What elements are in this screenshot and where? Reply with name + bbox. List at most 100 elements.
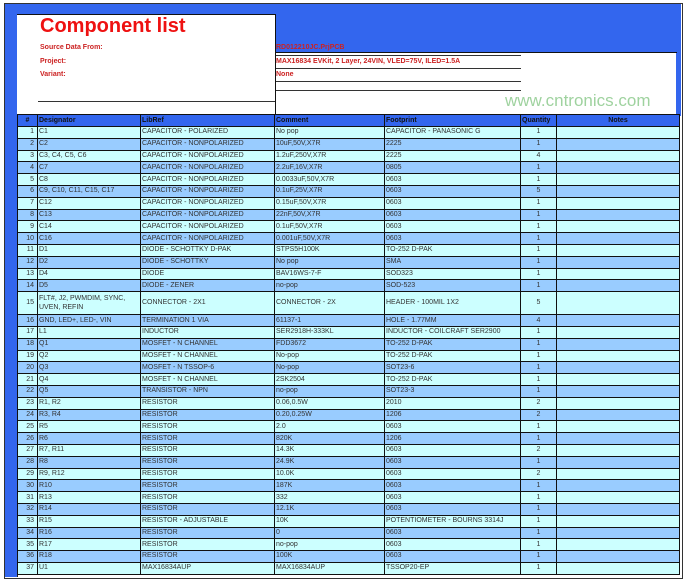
cell-designator: Q2: [37, 349, 141, 363]
column-header-notes: Notes: [556, 114, 680, 127]
cell-designator: R14: [37, 502, 141, 516]
cell-footprint: 0603: [384, 184, 521, 198]
cell-notes: [556, 373, 680, 386]
cell-notes: [556, 149, 680, 163]
cell-notes: [556, 502, 680, 516]
cell-comment: No-pop: [274, 361, 385, 375]
cell-notes: [556, 173, 680, 186]
table-row: 9 C14 CAPACITOR - NONPOLARIZED 0.1uF,50V,X7…: [17, 220, 680, 234]
cell-comment: 61137-1: [274, 314, 385, 327]
cell-notes: [556, 561, 680, 575]
cell-quantity: 1: [520, 349, 557, 363]
cell-footprint: SMA: [384, 255, 521, 269]
cell-designator: D1: [37, 243, 141, 257]
cell-comment: No pop: [274, 126, 385, 139]
cell-notes: [556, 243, 680, 257]
table-row: 28 R8 RESISTOR 24.9K 0603 1: [17, 455, 680, 469]
cell-designator: L1: [37, 325, 141, 339]
table-row: 32 R14 RESISTOR 12.1K 0603 1: [17, 502, 680, 516]
cell-notes: [556, 232, 680, 245]
cell-footprint: TO-252 D-PAK: [384, 373, 521, 386]
cell-libref: RESISTOR: [140, 408, 275, 422]
cell-designator: C9, C10, C11, C15, C17: [37, 184, 141, 198]
cell-libref: RESISTOR - ADJUSTABLE: [140, 514, 275, 528]
table-row: 5 C8 CAPACITOR - NONPOLARIZED 0.0033uF,50V,…: [17, 173, 680, 186]
variant-label: Variant:: [40, 71, 66, 78]
column-header-index: #: [17, 114, 38, 127]
cell-libref: RESISTOR: [140, 479, 275, 493]
cell-designator: R18: [37, 550, 141, 563]
table-row: 18 Q1 MOSFET - N CHANNEL FDD3672 TO-252 D-PA…: [17, 337, 680, 351]
cell-quantity: 1: [520, 255, 557, 269]
cell-notes: [556, 491, 680, 504]
cell-libref: RESISTOR: [140, 443, 275, 457]
table-row: 8 C13 CAPACITOR - NONPOLARIZED 22nF,50V,X7R…: [17, 208, 680, 222]
cell-quantity: 5: [520, 184, 557, 198]
cell-quantity: 1: [520, 325, 557, 339]
cell-comment: 187K: [274, 479, 385, 493]
cell-footprint: 0603: [384, 443, 521, 457]
table-row: 15 FLT#, J2, PWMDIM, SYNC, UVEN, REFIN CON…: [17, 291, 680, 316]
table-row: 6 C9, C10, C11, C15, C17 CAPACITOR - NONPO…: [17, 184, 680, 198]
cell-quantity: 1: [520, 479, 557, 493]
cell-libref: TRANSISTOR - NPN: [140, 384, 275, 398]
cell-comment: 0.1uF,25V,X7R: [274, 184, 385, 198]
table-row: 34 R16 RESISTOR 0 0603 1: [17, 526, 680, 540]
cell-footprint: HEADER - 100MIL 1X2: [384, 291, 521, 316]
cell-notes: [556, 126, 680, 139]
cell-libref: CAPACITOR - NONPOLARIZED: [140, 161, 275, 175]
cell-index: 16: [17, 314, 38, 327]
cell-footprint: 0603: [384, 502, 521, 516]
table-row: 14 D5 DIODE - ZENER no-pop SOD-523 1: [17, 279, 680, 293]
cell-comment: 0: [274, 526, 385, 540]
cell-footprint: TO-252 D-PAK: [384, 349, 521, 363]
divider: [276, 81, 521, 82]
cell-quantity: 1: [520, 137, 557, 151]
cell-index: 34: [17, 526, 38, 540]
cell-comment: 100K: [274, 550, 385, 563]
cell-notes: [556, 538, 680, 552]
cell-quantity: 4: [520, 149, 557, 163]
cell-quantity: 1: [520, 232, 557, 245]
cell-footprint: 2225: [384, 137, 521, 151]
cell-footprint: 0603: [384, 467, 521, 481]
source-label: Source Data From:: [40, 44, 103, 51]
divider: [276, 68, 521, 69]
cell-footprint: SOD-523: [384, 279, 521, 293]
cell-notes: [556, 184, 680, 198]
cell-designator: R13: [37, 491, 141, 504]
cell-comment: SER2918H-333KL: [274, 325, 385, 339]
cell-libref: CAPACITOR - NONPOLARIZED: [140, 208, 275, 222]
table-row: 19 Q2 MOSFET - N CHANNEL No-pop TO-252 D-PAK…: [17, 349, 680, 363]
cell-libref: RESISTOR: [140, 550, 275, 563]
cell-index: 15: [17, 291, 38, 316]
cell-quantity: 1: [520, 173, 557, 186]
cell-quantity: 1: [520, 361, 557, 375]
table-row: 17 L1 INDUCTOR SER2918H-333KL INDUCTOR - COI…: [17, 325, 680, 339]
cell-comment: 2.2uF,16V,X7R: [274, 161, 385, 175]
table-row: 21 Q4 MOSFET - N CHANNEL 2SK2504 TO-252 D-PA…: [17, 373, 680, 386]
cell-index: 24: [17, 408, 38, 422]
cell-libref: DIODE: [140, 267, 275, 281]
cell-quantity: 1: [520, 502, 557, 516]
component-table: # Designator LibRef Comment Footprint Quantit…: [17, 114, 680, 575]
table-row: 33 R15 RESISTOR - ADJUSTABLE 10K POTENTIOMET…: [17, 514, 680, 528]
table-row: 16 GND, LED+, LED-, VIN TERMINATION 1 VIA 6…: [17, 314, 680, 327]
cell-designator: FLT#, J2, PWMDIM, SYNC, UVEN, REFIN: [37, 291, 141, 316]
cell-notes: [556, 255, 680, 269]
cell-notes: [556, 137, 680, 151]
cell-quantity: 1: [520, 267, 557, 281]
cell-footprint: TSSOP20-EP: [384, 561, 521, 575]
cell-notes: [556, 220, 680, 234]
cell-notes: [556, 161, 680, 175]
right-band: [676, 4, 681, 116]
cell-libref: RESISTOR: [140, 502, 275, 516]
cell-footprint: 0603: [384, 526, 521, 540]
cell-index: 37: [17, 561, 38, 575]
top-band: [17, 4, 681, 14]
cell-libref: TERMINATION 1 VIA: [140, 314, 275, 327]
cell-notes: [556, 208, 680, 222]
table-row: 1 C1 CAPACITOR - POLARIZED No pop CAPACITOR …: [17, 126, 680, 139]
cell-footprint: CAPACITOR - PANASONIC G: [384, 126, 521, 139]
cell-quantity: 1: [520, 161, 557, 175]
